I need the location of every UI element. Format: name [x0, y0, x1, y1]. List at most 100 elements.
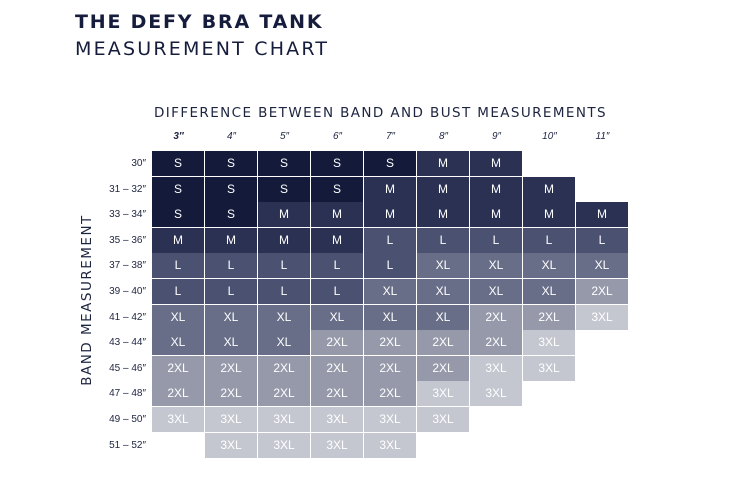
column-header: 4″ — [226, 131, 237, 142]
size-cell: M — [152, 227, 204, 253]
size-cell: L — [152, 279, 204, 304]
size-cell: 2XL — [364, 330, 416, 356]
size-cell: 2XL — [470, 330, 522, 356]
size-cell: XL — [152, 304, 204, 330]
size-cell: L — [364, 253, 416, 279]
size-cell: XL — [258, 330, 310, 356]
size-cell: 3XL — [311, 407, 363, 432]
column-header: 5″ — [279, 131, 290, 142]
size-cell: 3XL — [470, 381, 522, 407]
size-cell: 2XL — [258, 381, 310, 407]
size-cell: S — [258, 176, 310, 202]
size-cell: M — [576, 202, 628, 228]
size-cell: S — [364, 151, 416, 176]
size-cell: XL — [364, 279, 416, 304]
size-cell: 2XL — [470, 304, 522, 330]
size-cell: M — [470, 151, 522, 176]
size-cell: S — [205, 202, 257, 228]
size-cell: 3XL — [417, 381, 469, 407]
size-cell: 2XL — [576, 279, 628, 304]
size-cell: 2XL — [523, 304, 575, 330]
row-header: 37 – 38″ — [109, 260, 146, 272]
size-cell: L — [205, 279, 257, 304]
size-cell: L — [576, 227, 628, 253]
size-cell: XL — [470, 253, 522, 279]
size-cell: 3XL — [364, 407, 416, 432]
size-cell: S — [152, 176, 204, 202]
size-cell: M — [258, 202, 310, 228]
column-header: 6″ — [332, 131, 343, 142]
size-cell: 3XL — [364, 432, 416, 458]
size-cell: L — [311, 253, 363, 279]
size-cell: 3XL — [523, 330, 575, 356]
size-cell: XL — [364, 304, 416, 330]
size-cell: 2XL — [152, 355, 204, 381]
size-cell: L — [205, 253, 257, 279]
size-cell: XL — [576, 253, 628, 279]
size-cell: L — [152, 253, 204, 279]
size-cell: 3XL — [523, 355, 575, 381]
size-cell: XL — [417, 304, 469, 330]
size-cell: XL — [523, 253, 575, 279]
column-axis-label: DIFFERENCE BETWEEN BAND AND BUST MEASURE… — [154, 105, 607, 121]
size-cell: 2XL — [311, 355, 363, 381]
size-cell: 2XL — [364, 355, 416, 381]
column-header: 10″ — [542, 131, 557, 142]
size-cell: XL — [205, 304, 257, 330]
row-header: 47 – 48″ — [109, 388, 146, 400]
size-cell: XL — [152, 330, 204, 356]
size-cell: S — [311, 151, 363, 176]
column-header: 9″ — [491, 131, 502, 142]
size-cell: M — [417, 151, 469, 176]
size-cell: L — [417, 227, 469, 253]
size-cell: M — [205, 227, 257, 253]
size-cell: 2XL — [311, 381, 363, 407]
size-cell: XL — [417, 279, 469, 304]
column-header: 7″ — [385, 131, 396, 142]
size-cell: M — [470, 176, 522, 202]
size-cell: 3XL — [311, 432, 363, 458]
size-cell: XL — [205, 330, 257, 356]
size-cell: S — [311, 176, 363, 202]
size-cell: 3XL — [258, 407, 310, 432]
size-cell: L — [311, 279, 363, 304]
size-cell: 3XL — [205, 407, 257, 432]
size-cell: 3XL — [205, 432, 257, 458]
size-cell: 3XL — [470, 355, 522, 381]
row-header: 41 – 42″ — [109, 311, 146, 323]
size-cell: S — [205, 176, 257, 202]
row-header: 49 – 50″ — [109, 414, 146, 425]
row-header: 35 – 36″ — [109, 234, 146, 246]
chart-subtitle: MEASUREMENT CHART — [75, 38, 330, 60]
column-header: 11″ — [595, 131, 610, 142]
row-header: 51 – 52″ — [109, 439, 146, 451]
size-cell: 2XL — [205, 381, 257, 407]
size-cell: 3XL — [576, 304, 628, 330]
size-cell: 2XL — [417, 330, 469, 356]
size-cell: M — [311, 202, 363, 228]
size-cell: 3XL — [417, 407, 469, 432]
size-cell: S — [152, 202, 204, 228]
size-cell: L — [523, 227, 575, 253]
size-cell: M — [364, 202, 416, 228]
size-cell: S — [205, 151, 257, 176]
size-cell: XL — [417, 253, 469, 279]
size-cell: L — [364, 227, 416, 253]
size-cell: XL — [470, 279, 522, 304]
column-header: 8″ — [438, 131, 449, 142]
size-cell: M — [417, 202, 469, 228]
size-cell: 2XL — [152, 381, 204, 407]
size-cell: M — [523, 176, 575, 202]
size-cell: L — [258, 253, 310, 279]
row-header: 31 – 32″ — [109, 183, 146, 195]
size-cell: M — [470, 202, 522, 228]
size-cell: 3XL — [152, 407, 204, 432]
size-cell: 2XL — [205, 355, 257, 381]
size-cell: 2XL — [258, 355, 310, 381]
size-cell: S — [152, 151, 204, 176]
size-cell: 2XL — [417, 355, 469, 381]
size-cell: 2XL — [364, 381, 416, 407]
size-cell: XL — [523, 279, 575, 304]
size-cell: M — [523, 202, 575, 228]
size-cell: S — [258, 151, 310, 176]
